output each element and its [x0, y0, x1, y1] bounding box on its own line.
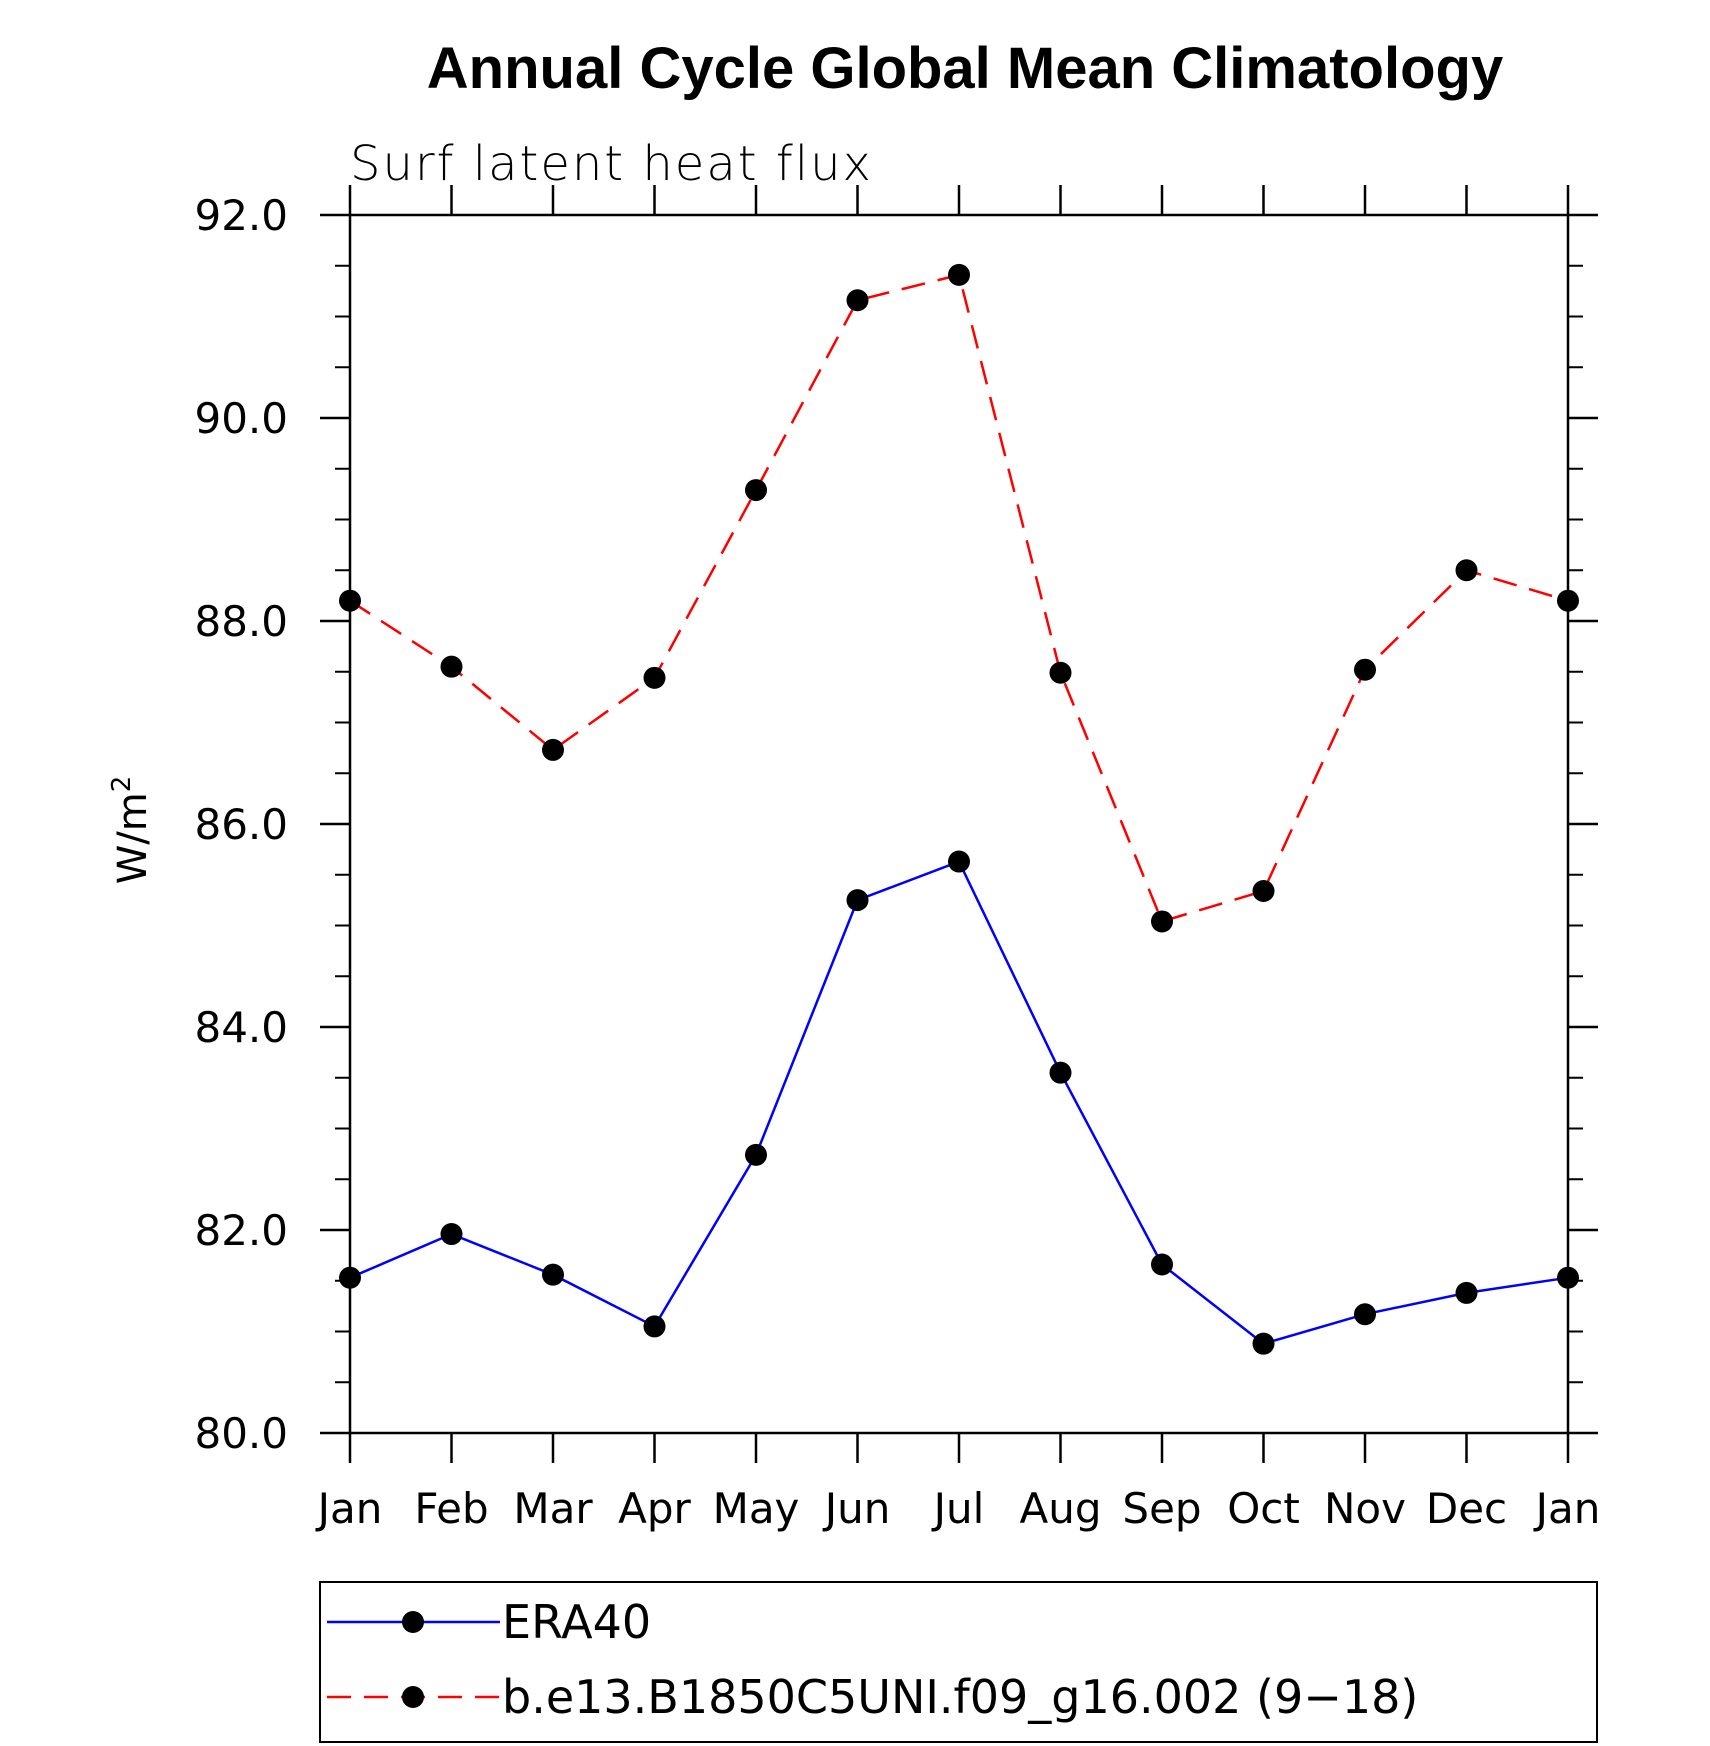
series-1-point: [1252, 879, 1275, 902]
legend: ERA40 b.e13.B1850C5UNI.f09_g16.002 (9−18…: [319, 1581, 1598, 1743]
legend-label-era40: ERA40: [502, 1595, 651, 1649]
x-tick-label: Jun: [822, 1484, 891, 1533]
series-0-point: [1557, 1266, 1579, 1289]
series-0-point: [1354, 1303, 1376, 1326]
series-1-point: [948, 263, 970, 286]
series-layer: [339, 263, 1579, 1355]
legend-marker-model: [402, 1686, 424, 1708]
series-1-point: [1151, 910, 1173, 933]
legend-label-model: b.e13.B1850C5UNI.f09_g16.002 (9−18): [502, 1670, 1418, 1724]
y-tick-label: 82.0: [194, 1206, 288, 1255]
y-axis-label: W/m2: [107, 776, 156, 885]
y-tick-label: 86.0: [194, 800, 288, 849]
series-1-point: [1049, 661, 1072, 684]
x-tick-label: Oct: [1227, 1484, 1300, 1533]
x-tick-label: Dec: [1426, 1484, 1507, 1533]
x-tick-label: Mar: [513, 1484, 593, 1533]
y-axis-label-exponent: 2: [107, 776, 137, 793]
chart-subtitle: Surf latent heat flux: [350, 136, 873, 192]
x-tick-label: Jan: [1533, 1484, 1601, 1533]
plot-area-border: [348, 213, 1570, 1435]
series-0-point: [542, 1263, 564, 1286]
series-0-point: [339, 1266, 361, 1289]
series-0-point: [948, 850, 970, 873]
series-0-point: [643, 1315, 666, 1338]
series-1-point: [339, 589, 361, 612]
x-tick-label: Sep: [1122, 1484, 1201, 1533]
x-tick-label: Jul: [931, 1484, 985, 1533]
x-tick-label: Apr: [618, 1484, 691, 1533]
x-axis: Jan Feb Mar Apr May Jun Jul Aug Sep Oct Nov Dec Jan: [315, 185, 1601, 1533]
plot-frame: [348, 213, 1570, 1435]
series-1-point: [846, 289, 869, 312]
legend-marker-era40: [402, 1611, 424, 1633]
y-axis-label-unit: W/m: [110, 792, 156, 884]
y-tick-label: 80.0: [194, 1409, 288, 1458]
series-0-point: [1049, 1061, 1072, 1084]
series-0-point: [1252, 1332, 1275, 1355]
y-tick-label: 90.0: [194, 394, 288, 443]
series-0-point: [745, 1143, 767, 1166]
x-tick-label: Jan: [315, 1484, 383, 1533]
series-1-point: [745, 479, 767, 502]
y-tick-label: 92.0: [194, 191, 288, 240]
series-0-point: [1455, 1281, 1478, 1304]
series-1-point: [542, 738, 564, 761]
series-0-point: [440, 1223, 463, 1246]
series-1-point: [1455, 559, 1478, 582]
y-tick-label: 84.0: [194, 1003, 288, 1052]
series-1-point: [1354, 658, 1376, 681]
series-line-0: [349, 860, 1569, 1346]
series-1-point: [643, 666, 666, 689]
x-tick-label: Feb: [414, 1484, 488, 1533]
y-axis: 80.0 82.0 84.0 86.0 88.0 90.0 92.0: [194, 191, 1598, 1458]
series-line-1: [349, 273, 1569, 923]
series-0-point: [1151, 1253, 1173, 1276]
x-tick-label: May: [713, 1484, 800, 1533]
legend-box: [319, 1581, 1598, 1743]
x-tick-label: Aug: [1019, 1484, 1101, 1533]
x-tick-label: Nov: [1324, 1484, 1406, 1533]
y-tick-label: 88.0: [194, 597, 288, 646]
series-0-point: [846, 889, 869, 912]
series-1-point: [1557, 589, 1579, 612]
series-1-point: [440, 655, 463, 678]
chart-title: Annual Cycle Global Mean Climatology: [427, 36, 1503, 101]
